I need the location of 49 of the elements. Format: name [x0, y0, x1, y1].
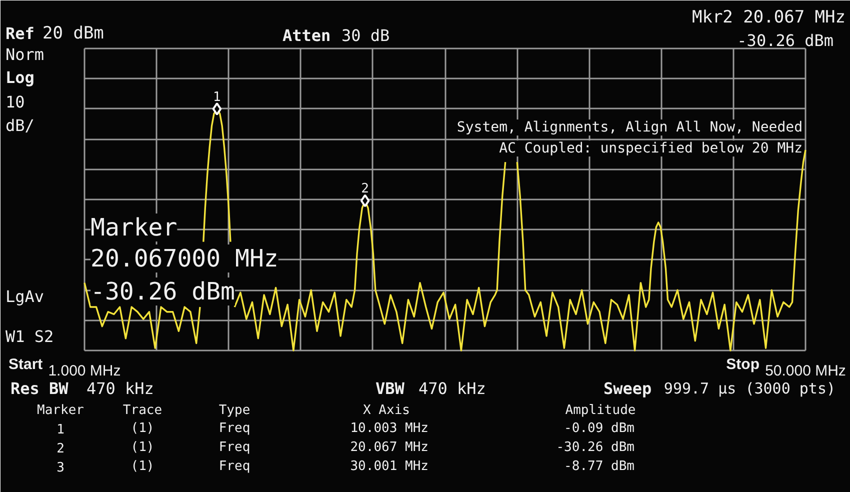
text: Stop [726, 356, 760, 373]
text: 470 kHz [86, 379, 154, 398]
text: Res BW [10, 379, 69, 398]
text: Mkr2 20.067 MHz [692, 8, 846, 28]
text: 20 dBm [42, 24, 104, 44]
x-tick-label: 1.000 MHz [48, 362, 121, 380]
text: 30 dB [342, 26, 390, 45]
text: 10.003 MHz [350, 421, 429, 436]
text: -0.09 dBm [564, 421, 635, 436]
text: W1 S2 [6, 327, 54, 346]
text: 3 [56, 460, 64, 476]
text: LgAv [6, 287, 44, 306]
text: Norm [6, 45, 44, 64]
x-tick-label: 50.000 MHz [765, 362, 846, 380]
text: VBW [376, 379, 405, 398]
text: Marker [37, 403, 84, 418]
text: 20.067 MHz [350, 440, 429, 455]
text: X Axis [363, 403, 410, 418]
text: 2 [56, 442, 64, 456]
text: 999.7 µs (3000 pts) [664, 380, 836, 398]
text: Atten [282, 26, 331, 45]
text: Freq [218, 440, 250, 455]
annotation: Marker [90, 214, 178, 242]
text: Start [8, 356, 43, 373]
text: (1) [130, 440, 154, 455]
text: dB/ [6, 116, 34, 135]
annotation: 20.067000 MHz [90, 244, 278, 272]
text: -30.26 dBm [737, 31, 834, 50]
text: -30.26 dBm [556, 440, 635, 455]
text: 10 [6, 92, 25, 112]
text: Freq [218, 459, 250, 474]
annotation: -30.26 dBm [90, 278, 235, 306]
annotation: AC Coupled: unspecified below 20 MHz [499, 140, 803, 156]
text: 30.001 MHz [350, 459, 429, 474]
text: Log [6, 68, 34, 87]
text: 1 [56, 422, 64, 438]
text: 470 kHz [418, 379, 486, 398]
annotation: 1 [213, 90, 221, 105]
text: (1) [130, 459, 154, 474]
text: Amplitude [565, 403, 636, 418]
text: Freq [218, 421, 250, 436]
text: -8.77 dBm [564, 459, 635, 474]
text: Sweep [604, 379, 652, 398]
text: (1) [130, 421, 154, 436]
text: Trace [122, 403, 162, 418]
text: Ref [6, 24, 34, 43]
annotation: System, Alignments, Align All Now, Needed [456, 120, 802, 136]
text: Type [218, 403, 250, 418]
annotation: 2 [361, 182, 369, 197]
